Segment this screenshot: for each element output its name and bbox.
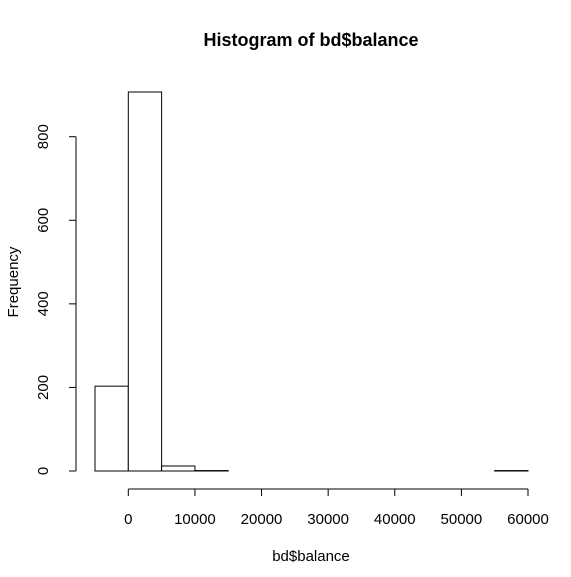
histogram-bar (161, 465, 196, 472)
y-tick-label: 0 (35, 467, 52, 475)
y-tick-label: 200 (35, 375, 52, 400)
y-tick-label: 400 (35, 291, 52, 316)
x-tick-label: 50000 (441, 511, 483, 528)
x-tick-label: 30000 (307, 511, 349, 528)
x-tick-label: 60000 (507, 511, 549, 528)
bars-layer (94, 91, 529, 472)
y-tick-label: 800 (35, 124, 52, 149)
x-tick-label: 10000 (174, 511, 216, 528)
chart-title: Histogram of bd$balance (203, 30, 418, 50)
y-axis-title: Frequency (5, 246, 22, 317)
x-axis-title: bd$balance (272, 548, 350, 565)
x-tick-label: 0 (124, 511, 132, 528)
x-tick-label: 40000 (374, 511, 416, 528)
histogram-bar (94, 385, 129, 472)
y-axis: 0 200 400 600 800 (35, 124, 77, 475)
histogram-bar (127, 91, 163, 472)
x-tick-label: 20000 (241, 511, 283, 528)
y-tick-label: 600 (35, 208, 52, 233)
x-axis: 0 10000 20000 30000 40000 50000 60000 (124, 488, 549, 528)
